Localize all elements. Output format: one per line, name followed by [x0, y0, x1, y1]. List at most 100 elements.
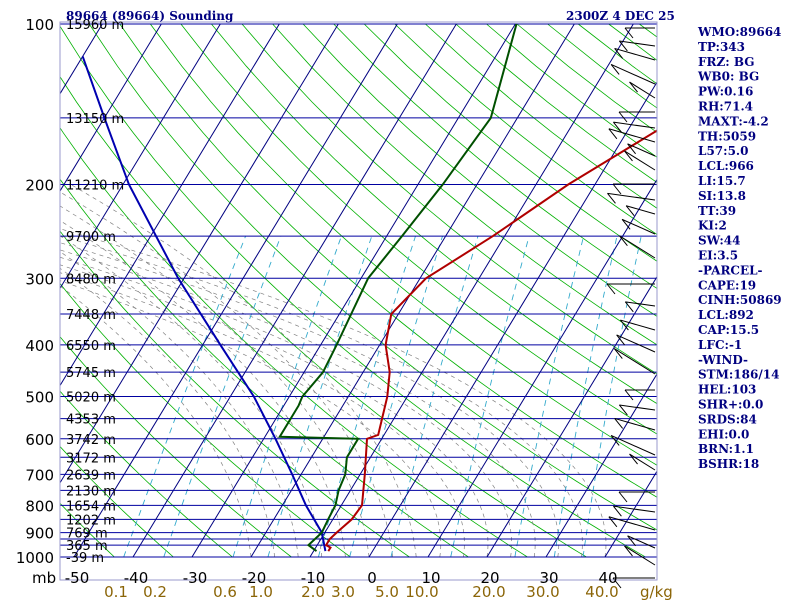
height-label: -39 m — [66, 551, 104, 566]
wind-barb-staff — [614, 47, 656, 61]
mixing-ratio-label: 30.0 — [526, 583, 559, 600]
mixing-ratio-line — [553, 236, 618, 558]
mixing-ratio-line — [349, 235, 443, 558]
wind-barb — [606, 283, 655, 295]
grid-layer — [60, 23, 657, 558]
wind-barb-flag — [618, 40, 628, 52]
wind-barb — [629, 81, 656, 99]
wind-barb — [613, 121, 656, 133]
index-value: TH:5059 — [698, 129, 756, 143]
mixing-ratio-line — [163, 235, 282, 558]
moist-adiabat-line — [70, 184, 417, 558]
mixing-ratio-label: 20.0 — [472, 583, 505, 600]
pressure-label: 800 — [25, 497, 54, 515]
wind-barb-staff — [610, 64, 656, 85]
isotherm-line — [60, 23, 280, 387]
wind-barb-flag — [620, 319, 629, 331]
index-value: EI:3.5 — [698, 249, 738, 263]
wind-barb-staff — [624, 150, 656, 171]
wind-barb — [629, 453, 656, 471]
height-label: 365 m — [66, 539, 108, 554]
wind-barb-staff — [607, 192, 656, 201]
moist-adiabat-line — [60, 251, 299, 558]
mixing-ratio-line — [123, 235, 247, 558]
wind-barb — [627, 143, 656, 157]
wind-barb — [625, 205, 656, 217]
wind-barb-flag — [624, 150, 633, 162]
moist-adiabat-line — [60, 285, 252, 558]
wind-barb-flag — [624, 301, 634, 313]
wind-barb-staff — [613, 505, 656, 513]
wind-barb-flag — [608, 516, 618, 528]
wind-barb-flag — [624, 27, 634, 39]
mixing-ratio-label: 1.0 — [249, 583, 273, 600]
wind-barb — [614, 417, 656, 431]
wind-barb — [616, 334, 656, 353]
wind-barb — [624, 150, 656, 171]
wind-barb-staff — [625, 301, 656, 307]
pressure-label: 900 — [25, 525, 54, 543]
index-value: TP:343 — [698, 40, 745, 54]
pressure-unit-label: mb — [32, 569, 56, 587]
wind-barb-flag — [610, 64, 620, 75]
wind-barb-flag — [606, 283, 616, 295]
wind-barb-flag — [616, 334, 626, 346]
wind-barb — [624, 389, 655, 401]
mixing-ratio-label: 40.0 — [585, 583, 618, 600]
index-value: FRZ: BG — [698, 55, 754, 69]
height-label: 11210 m — [66, 178, 124, 193]
wind-barb — [607, 192, 656, 204]
wind-barb-flag — [621, 219, 631, 230]
wind-barb-staff — [608, 516, 656, 531]
index-value: LFC:-1 — [698, 338, 742, 352]
chart-title: 89664 (89664) Sounding — [66, 9, 234, 23]
mixing-ratio-label: 2.0 — [301, 583, 325, 600]
index-value: PW:0.16 — [698, 85, 753, 99]
wind-barb-staff — [627, 143, 656, 157]
wind-barb — [624, 545, 656, 566]
wind-barb-flag — [624, 545, 633, 557]
index-value: LCL:966 — [698, 159, 754, 173]
mixing-ratio-label: 0.2 — [143, 583, 167, 600]
isotherm-line — [427, 178, 657, 558]
mixing-ratio-label: 3.0 — [331, 583, 355, 600]
wind-barb-staff — [619, 40, 656, 47]
wind-barb — [624, 27, 655, 39]
pressure-label: 300 — [25, 270, 54, 288]
mixing-ratio-label: 0.1 — [104, 583, 128, 600]
height-label: 13150 m — [66, 112, 124, 127]
temperature-tick-label: 0 — [367, 569, 377, 587]
height-label: 6550 m — [66, 339, 116, 354]
pressure-label: 600 — [25, 431, 54, 449]
temperature-tick-label: -20 — [242, 569, 267, 587]
temperature-tick-label: 40 — [598, 569, 617, 587]
index-value: LCL:892 — [698, 308, 754, 322]
index-value: SW:44 — [698, 234, 740, 248]
isotherm-line — [73, 23, 398, 558]
index-value: RH:71.4 — [698, 100, 753, 114]
wind-barb-flag — [610, 435, 620, 446]
wind-barb-flag — [629, 81, 638, 93]
temperature-tick-label: -10 — [301, 569, 326, 587]
wind-barb-flag — [627, 143, 636, 155]
index-value: -WIND- — [698, 353, 748, 367]
isotherm-line — [250, 23, 575, 558]
index-value: CINH:50869 — [698, 293, 782, 307]
temperature-tick-label: 10 — [421, 569, 440, 587]
wind-barb-flag — [614, 48, 624, 59]
pressure-label: 1000 — [16, 549, 54, 567]
wind-barb-flag — [613, 348, 623, 359]
wind-barb — [624, 301, 656, 313]
wind-barb-flag — [612, 183, 622, 195]
moist-adiabat-line — [60, 205, 370, 558]
temperature-tick-label: 20 — [480, 569, 499, 587]
height-label: 7448 m — [66, 308, 116, 323]
temperature-tick-label: 30 — [539, 569, 558, 587]
wind-barb-flag — [618, 404, 628, 416]
wind-barb — [610, 435, 656, 456]
height-label: 2130 m — [66, 484, 116, 499]
wind-barb — [618, 404, 656, 416]
index-value: CAP:15.5 — [698, 323, 759, 337]
index-value: SI:13.8 — [698, 189, 746, 203]
wind-barb-flag — [625, 205, 635, 217]
